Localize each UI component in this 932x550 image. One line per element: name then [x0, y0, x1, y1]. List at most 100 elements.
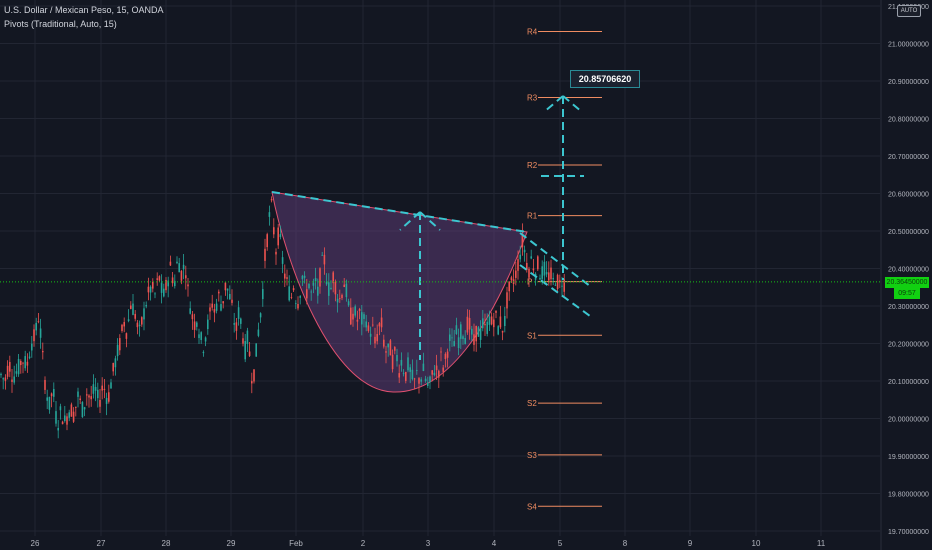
- candle-body: [154, 293, 156, 295]
- candle-body: [244, 341, 246, 360]
- candle-body: [528, 268, 530, 278]
- candle-body: [149, 286, 152, 293]
- candle-body: [178, 263, 180, 273]
- candle-body: [15, 371, 18, 374]
- handle-upper-line: [519, 232, 591, 287]
- pattern-lines: [271, 95, 591, 360]
- candle-body: [471, 328, 473, 335]
- candle-body: [462, 336, 464, 340]
- candle-body: [180, 270, 183, 281]
- candle-body: [394, 347, 396, 351]
- candle-body: [242, 338, 244, 344]
- candle-body: [400, 359, 403, 366]
- candle-body: [356, 319, 359, 322]
- candle-body: [317, 286, 319, 296]
- candle-body: [413, 378, 416, 380]
- candle-body: [504, 316, 506, 327]
- candle-body: [72, 411, 75, 422]
- x-tick-label: 8: [623, 539, 628, 548]
- candle-body: [92, 384, 95, 394]
- candle-body: [347, 301, 350, 306]
- candle-body: [308, 283, 310, 289]
- candle-body: [281, 257, 284, 264]
- current-price-tag: 20.36450000: [885, 277, 929, 288]
- candle-body: [2, 378, 4, 380]
- candle-body: [4, 377, 7, 381]
- candle-body: [442, 367, 444, 372]
- candle-body: [22, 362, 24, 364]
- candle-body: [176, 261, 178, 264]
- candle-body: [31, 343, 33, 351]
- candle-body: [121, 324, 123, 331]
- candle-body: [204, 337, 207, 342]
- candle-body: [383, 339, 385, 347]
- time-axis[interactable]: 26 27 28 29 Feb 2 3 4 5 8 9 10 11: [31, 539, 826, 548]
- candle-body: [336, 298, 339, 303]
- pivot-label-s3: S3: [527, 451, 537, 460]
- x-tick-label: 28: [162, 539, 171, 548]
- candle-body: [185, 275, 187, 279]
- candle-body: [334, 281, 337, 295]
- candle-body: [508, 281, 510, 292]
- candle-body: [134, 313, 136, 319]
- price-axis[interactable]: 21.1000000021.0000000020.9000000020.8000…: [888, 4, 929, 536]
- cup-rim-line: [271, 191, 528, 233]
- candle-body: [143, 308, 145, 320]
- candle-body: [99, 399, 101, 407]
- candlesticks: [0, 196, 565, 439]
- auto-scale-button[interactable]: AUTO: [897, 5, 921, 17]
- candle-body: [17, 358, 20, 375]
- candle-body: [81, 402, 84, 418]
- candle-body: [26, 361, 29, 366]
- candle-body: [506, 292, 508, 309]
- candle-body: [145, 305, 147, 307]
- candle-body: [321, 254, 323, 256]
- candle-body: [297, 304, 299, 309]
- x-tick-label: 5: [558, 539, 563, 548]
- candle-body: [220, 304, 222, 311]
- candle-body: [270, 198, 273, 201]
- candle-body: [561, 285, 563, 287]
- candle-body: [116, 344, 119, 357]
- candle-body: [105, 398, 108, 404]
- candle-body: [286, 277, 288, 279]
- candle-body: [253, 369, 255, 382]
- candle-body: [385, 351, 387, 353]
- candle-body: [279, 234, 282, 238]
- y-tick-label: 20.80000000: [888, 117, 929, 124]
- candle-body: [330, 287, 332, 290]
- candle-body: [39, 328, 42, 338]
- candle-body: [268, 212, 271, 217]
- pivot-label-s1: S1: [527, 331, 537, 340]
- candle-body: [167, 280, 169, 287]
- candle-body: [295, 303, 297, 305]
- cup-pattern-shape: [271, 191, 528, 393]
- candle-body: [402, 373, 405, 375]
- candle-body: [343, 284, 345, 288]
- indicator-label[interactable]: Pivots (Traditional, Auto, 15): [4, 19, 117, 29]
- candle-body: [136, 322, 139, 328]
- candle-body: [83, 407, 86, 410]
- candle-body: [473, 334, 475, 345]
- candle-body: [354, 306, 356, 316]
- candle-body: [510, 277, 513, 281]
- candle-body: [541, 266, 543, 279]
- candle-body: [407, 357, 409, 371]
- candle-body: [86, 394, 88, 396]
- candle-body: [460, 324, 462, 339]
- candle-body: [266, 234, 268, 248]
- candle-body: [420, 379, 422, 382]
- depth-marker-left: [399, 211, 421, 231]
- candle-body: [70, 404, 73, 417]
- bar-countdown-tag: 09:57: [894, 288, 920, 299]
- candle-body: [229, 293, 231, 300]
- y-tick-label: 21.00000000: [888, 42, 929, 49]
- candle-body: [248, 351, 251, 356]
- candle-body: [0, 373, 2, 376]
- candle-body: [409, 367, 411, 372]
- candle-body: [446, 351, 449, 358]
- y-tick-label: 20.10000000: [888, 379, 929, 386]
- candle-body: [482, 318, 484, 329]
- y-tick-label: 19.90000000: [888, 454, 929, 461]
